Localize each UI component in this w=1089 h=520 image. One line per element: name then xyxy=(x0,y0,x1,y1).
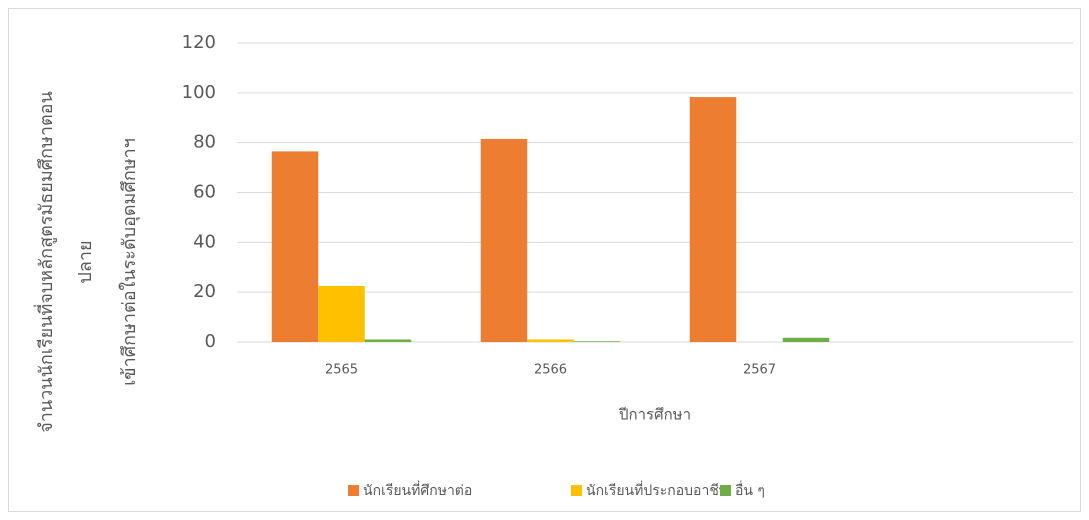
x-tick-label: 2565 xyxy=(325,363,358,378)
bar xyxy=(271,151,319,342)
chart-border xyxy=(8,8,1081,512)
legend-swatch xyxy=(348,485,359,496)
x-tick-label: 2566 xyxy=(534,363,567,378)
legend-label: นักเรียนที่ประกอบอาชีพ xyxy=(586,481,728,499)
bar xyxy=(689,97,737,342)
legend-swatch xyxy=(571,485,582,496)
bar xyxy=(480,138,528,342)
y-axis-label: จำนวนนักเรียนที่จบหลักสูตรมัธยมศึกษาตอน xyxy=(33,91,57,433)
y-tick-label: 100 xyxy=(182,82,216,103)
bar xyxy=(318,285,365,342)
bar xyxy=(573,341,621,342)
bar xyxy=(782,337,830,342)
legend-swatch xyxy=(720,485,731,496)
y-tick-label: 120 xyxy=(182,32,216,53)
legend-label: อื่น ๆ xyxy=(735,481,765,499)
y-tick-label: 60 xyxy=(193,182,216,203)
y-axis-label: เข้าศึกษาต่อในระดับอุดมศึกษาฯ xyxy=(118,138,140,386)
legend-label: นักเรียนที่ศึกษาต่อ xyxy=(363,481,472,499)
y-tick-label: 80 xyxy=(193,132,216,153)
x-tick-label: 2567 xyxy=(743,363,776,378)
x-axis-label: ปีการศึกษา xyxy=(618,406,691,424)
y-tick-label: 40 xyxy=(193,231,216,252)
y-tick-label: 0 xyxy=(205,331,216,352)
y-axis-label: ปลาย xyxy=(75,240,96,283)
bar xyxy=(364,339,412,342)
bar xyxy=(527,339,574,342)
y-tick-label: 20 xyxy=(193,281,216,302)
